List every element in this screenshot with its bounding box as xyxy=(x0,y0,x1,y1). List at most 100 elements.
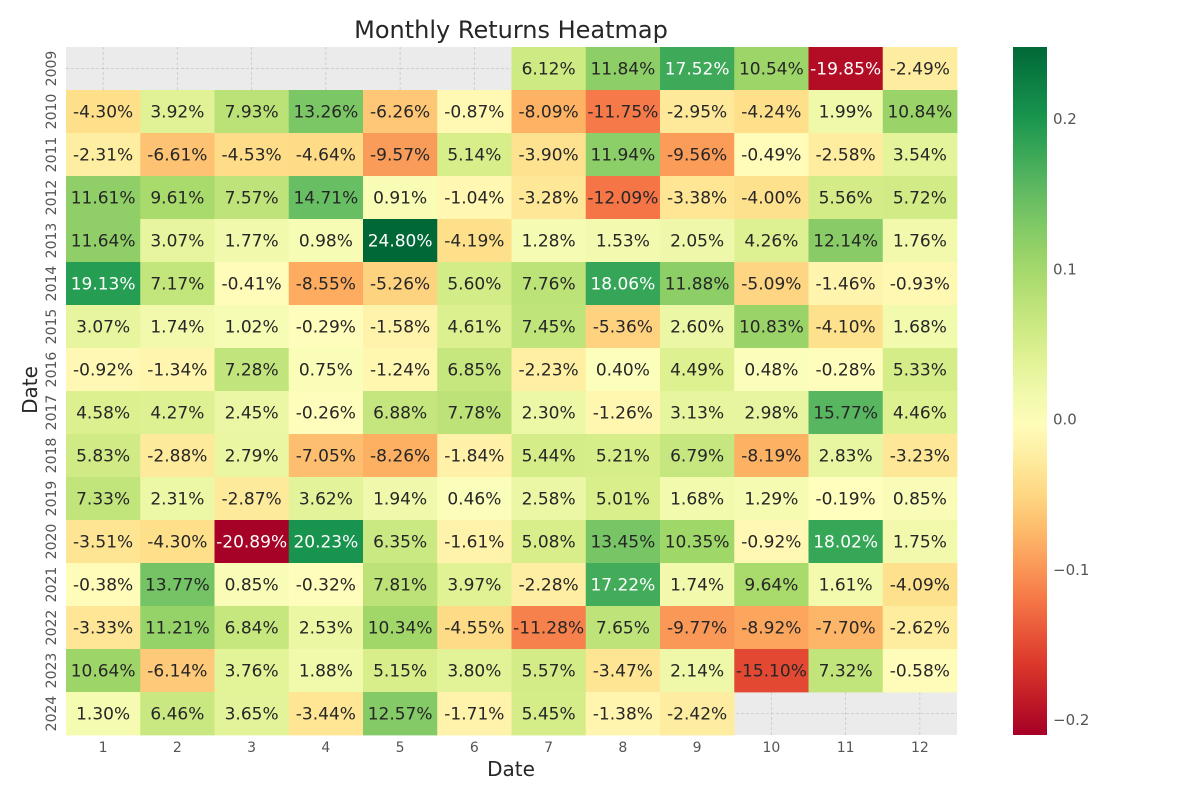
heatmap-cell xyxy=(363,176,438,220)
cell-value-label: 19.13% xyxy=(71,275,136,295)
heatmap-cell xyxy=(363,649,438,693)
cell-value-label: 1.68% xyxy=(893,318,947,338)
cell-value-label: 6.85% xyxy=(447,361,501,381)
cell-value-label: -0.93% xyxy=(890,275,950,295)
cell-value-label: 1.61% xyxy=(819,576,873,596)
heatmap-cell xyxy=(214,176,290,220)
heatmap-cell xyxy=(660,434,735,478)
y-axis-ticks: 2009 2010 2011 2012 2013 2014 2015 2016 2017 2018… xyxy=(44,51,60,732)
heatmap-cell xyxy=(660,391,735,435)
cell-value-label: 0.91% xyxy=(373,189,427,209)
cell-value-label: -9.57% xyxy=(370,146,430,166)
cell-value-label: 2.83% xyxy=(819,447,873,467)
heatmap-cell xyxy=(882,520,958,564)
cell-value-label: 0.40% xyxy=(596,361,650,381)
cell-value-label: -3.28% xyxy=(519,189,579,209)
cell-value-label: 10.35% xyxy=(665,533,730,553)
colorbar-ticks: 0.2 0.1 0.0 −0.1 −0.2 xyxy=(1053,110,1089,729)
heatmap-cell xyxy=(511,520,587,564)
y-tick-label: 2023 xyxy=(44,653,60,689)
cell-value-label: -9.56% xyxy=(667,146,727,166)
cell-value-label: -0.49% xyxy=(741,146,801,166)
x-tick-label: 7 xyxy=(544,740,553,756)
heatmap-cell xyxy=(734,649,809,693)
heatmap-cell xyxy=(288,176,364,220)
heatmap-cell xyxy=(363,563,438,607)
cell-value-label: 0.85% xyxy=(893,490,947,510)
heatmap-cell xyxy=(734,176,809,220)
heatmap-cell xyxy=(140,520,215,564)
cell-value-label: 3.97% xyxy=(447,576,501,596)
cell-value-label: 1.75% xyxy=(893,533,947,553)
heatmap-cell xyxy=(660,348,735,392)
cell-value-label: -0.29% xyxy=(296,318,356,338)
heatmap-cell xyxy=(214,305,290,349)
heatmap-cell xyxy=(140,262,215,306)
cell-value-label: 2.58% xyxy=(522,490,576,510)
cell-value-label: -3.38% xyxy=(667,189,727,209)
cell-value-label: -0.28% xyxy=(816,361,876,381)
y-tick-label: 2012 xyxy=(44,180,60,216)
heatmap-cell xyxy=(585,477,661,521)
heatmap-cell xyxy=(511,563,587,607)
cell-value-label: 4.27% xyxy=(150,404,204,424)
cell-value-label: 18.02% xyxy=(813,533,878,553)
heatmap-cell xyxy=(437,133,512,177)
heatmap-cell xyxy=(66,520,141,564)
heatmap-cell xyxy=(585,176,661,220)
cell-value-label: 0.48% xyxy=(744,361,798,381)
heatmap-cell xyxy=(511,219,587,263)
heatmap-cell xyxy=(66,219,141,263)
heatmap-cell xyxy=(734,391,809,435)
heatmap-cell xyxy=(66,649,141,693)
heatmap-cells xyxy=(66,47,958,736)
heatmap-cell xyxy=(882,434,958,478)
heatmap-cell xyxy=(660,692,735,736)
heatmap-cell xyxy=(288,692,364,736)
cell-value-label: 1.94% xyxy=(373,490,427,510)
cell-value-label: 5.45% xyxy=(522,705,576,725)
cell-value-label: -1.71% xyxy=(444,705,504,725)
heatmap-cell xyxy=(288,477,364,521)
y-tick-label: 2018 xyxy=(44,438,60,474)
heatmap-cell xyxy=(734,348,809,392)
cell-value-label: 5.15% xyxy=(373,662,427,682)
x-tick-label: 1 xyxy=(99,740,108,756)
heatmap-cell xyxy=(140,90,215,134)
heatmap-cell xyxy=(734,133,809,177)
cell-value-label: -0.92% xyxy=(741,533,801,553)
heatmap-cell xyxy=(734,520,809,564)
cell-value-label: -1.04% xyxy=(444,189,504,209)
cell-value-label: 12.57% xyxy=(368,705,433,725)
heatmap-cell xyxy=(734,305,809,349)
heatmap-cell xyxy=(214,262,290,306)
cell-value-label: 3.80% xyxy=(447,662,501,682)
heatmap-cell xyxy=(511,133,587,177)
cell-value-label: 7.78% xyxy=(447,404,501,424)
cell-value-label: 1.99% xyxy=(819,103,873,123)
heatmap-cell xyxy=(882,219,958,263)
heatmap-cell xyxy=(140,606,215,650)
cell-value-label: 2.05% xyxy=(670,232,724,252)
cell-value-label: 7.57% xyxy=(225,189,279,209)
y-tick-label: 2013 xyxy=(44,223,60,259)
heatmap-cell xyxy=(882,391,958,435)
cell-value-label: 6.88% xyxy=(373,404,427,424)
heatmap-cell xyxy=(437,520,512,564)
y-tick-label: 2010 xyxy=(44,94,60,130)
cell-value-label: -15.10% xyxy=(736,662,807,682)
heatmap-cell xyxy=(808,477,884,521)
cell-value-label: 4.61% xyxy=(447,318,501,338)
heatmap-cell xyxy=(288,90,364,134)
cell-value-label: 9.61% xyxy=(150,189,204,209)
heatmap-cell xyxy=(734,606,809,650)
cell-value-label: 7.81% xyxy=(373,576,427,596)
heatmap-cell xyxy=(511,348,587,392)
cell-value-label: 1.02% xyxy=(225,318,279,338)
heatmap-cell xyxy=(808,47,884,91)
cell-value-label: -2.87% xyxy=(222,490,282,510)
cell-value-label: -0.26% xyxy=(296,404,356,424)
heatmap-cell xyxy=(66,90,141,134)
cell-value-label: -7.05% xyxy=(296,447,356,467)
